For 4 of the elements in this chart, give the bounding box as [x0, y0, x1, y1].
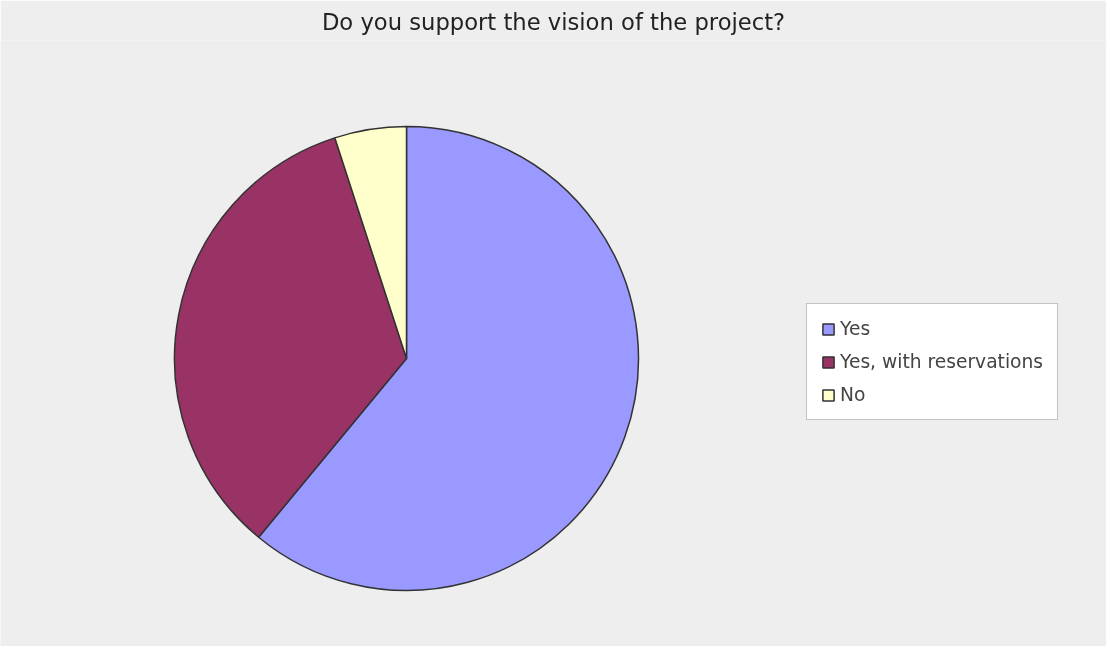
chart-title: Do you support the vision of the project?	[321, 8, 786, 35]
legend-label: Yes, with reservations	[840, 351, 1044, 372]
legend-label: Yes	[840, 318, 872, 339]
legend-label: No	[840, 384, 867, 405]
